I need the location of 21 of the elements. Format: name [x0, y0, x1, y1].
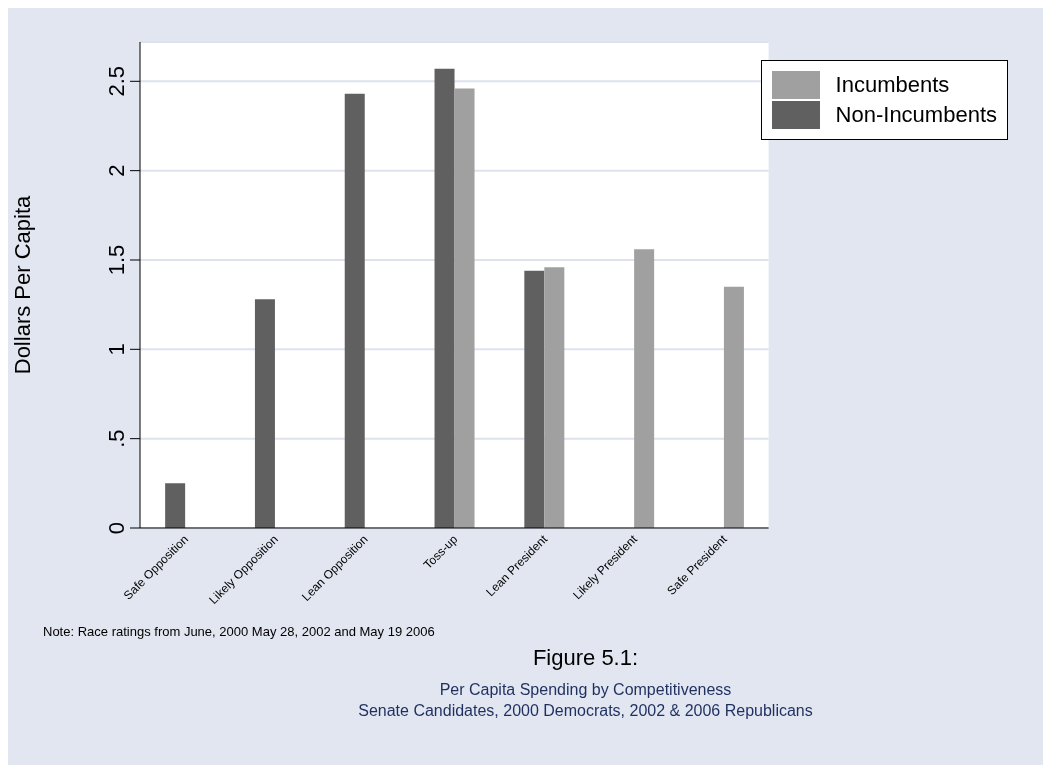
- bar: [254, 299, 275, 528]
- bar: [723, 286, 744, 528]
- bar: [544, 267, 565, 528]
- y-tick-label: 2.5: [104, 66, 129, 97]
- y-tick-label: 1: [104, 343, 129, 356]
- text: Note: Race ratings from June, 2000 May 28, 2002 and May 19 2006: [43, 624, 436, 639]
- bar: [454, 88, 475, 528]
- bar: [524, 270, 545, 528]
- bar: [165, 483, 186, 528]
- y-tick-label: 2: [104, 164, 129, 177]
- legend-label: Non-Incumbents: [835, 102, 997, 128]
- text: Figure 5.1:: [531, 645, 640, 671]
- bar: [434, 68, 455, 528]
- bar: [344, 93, 365, 528]
- y-axis-title: Dollars Per Capita: [9, 194, 35, 375]
- bar: [634, 249, 655, 528]
- y-tick-label: 1.5: [104, 244, 129, 276]
- y-tick-label: 0: [104, 521, 129, 535]
- text: Per Capita Spending by Competitiveness Senate Candidates, 2000 Democrats, 2002 & 2006 Republicans: [357, 680, 814, 721]
- y-tick-label: .5: [104, 429, 129, 448]
- legend-label: Incumbents: [835, 72, 950, 98]
